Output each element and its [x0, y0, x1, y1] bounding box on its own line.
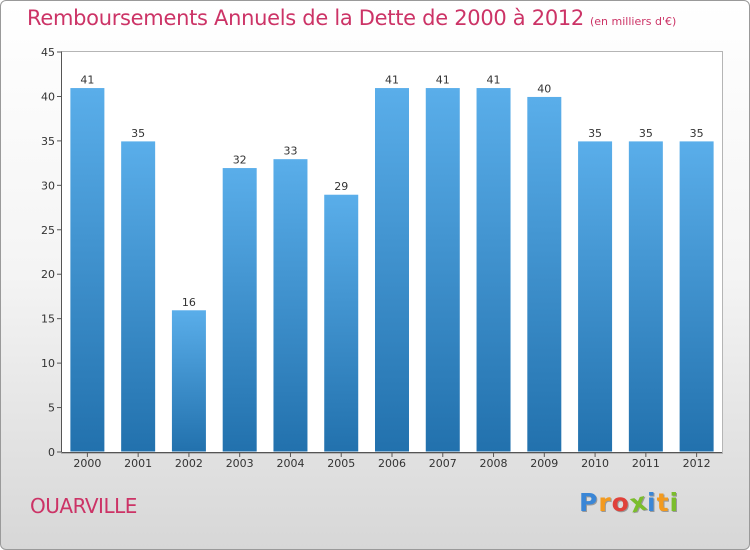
bar: [577, 140, 614, 453]
x-tick-label: 2004: [276, 457, 304, 470]
bar: [272, 158, 309, 453]
logo-letter: o: [611, 488, 630, 517]
x-tick-label: 2002: [175, 457, 203, 470]
x-tick-label: 2012: [683, 457, 711, 470]
bar: [627, 140, 664, 453]
logo-letter: i: [669, 488, 680, 517]
commune-name: OUARVILLE: [30, 494, 137, 518]
bar-value-label: 35: [639, 127, 653, 140]
bar: [69, 87, 106, 453]
y-tick-label: 10: [41, 357, 55, 370]
y-tick-label: 5: [48, 402, 55, 415]
x-tick-label: 2008: [480, 457, 508, 470]
bar-value-label: 41: [487, 74, 501, 87]
bar-value-label: 41: [436, 74, 450, 87]
bar-value-label: 41: [385, 74, 399, 87]
chart-unit-subtitle: (en milliers d'€): [590, 15, 677, 28]
y-tick-label: 25: [41, 224, 55, 237]
x-tick-label: 2001: [124, 457, 152, 470]
y-tick-label: 0: [48, 446, 55, 459]
bar-value-label: 35: [690, 127, 704, 140]
bar-value-label: 33: [283, 145, 297, 158]
bar-value-label: 41: [80, 74, 94, 87]
bar: [323, 193, 360, 453]
x-tick-label: 2005: [327, 457, 355, 470]
bar: [526, 95, 563, 453]
bar-value-label: 16: [182, 296, 196, 309]
proxiti-logo: Proxiti: [579, 487, 680, 519]
y-tick-label: 30: [41, 179, 55, 192]
y-tick-label: 35: [41, 135, 55, 148]
x-tick-label: 2000: [73, 457, 101, 470]
bar: [170, 309, 207, 453]
logo-letter: r: [598, 488, 612, 517]
logo-letter: i: [647, 488, 657, 517]
chart-title: Remboursements Annuels de la Dette de 20…: [27, 6, 676, 30]
bar: [120, 140, 157, 453]
x-tick-label: 2006: [378, 457, 406, 470]
bar-value-label: 40: [537, 82, 551, 95]
x-tick-label: 2010: [581, 457, 609, 470]
bar-value-label: 35: [131, 127, 145, 140]
y-tick-label: 45: [41, 46, 55, 59]
bar-value-label: 32: [233, 154, 247, 167]
bar: [221, 167, 258, 453]
x-tick-label: 2009: [530, 457, 558, 470]
y-tick-label: 15: [41, 313, 55, 326]
bar: [424, 87, 461, 453]
y-tick-label: 40: [41, 90, 55, 103]
logo-letter: P: [579, 488, 599, 517]
chart-title-text: Remboursements Annuels de la Dette de 20…: [27, 6, 584, 30]
bar: [678, 140, 715, 453]
x-tick-label: 2003: [226, 457, 254, 470]
x-tick-label: 2011: [632, 457, 660, 470]
y-tick-label: 20: [41, 268, 55, 281]
x-tick-label: 2007: [429, 457, 457, 470]
bar-value-label: 29: [334, 180, 348, 193]
bar: [475, 87, 512, 453]
logo-letter: t: [656, 488, 670, 517]
bar-value-label: 35: [588, 127, 602, 140]
bar: [374, 87, 410, 453]
